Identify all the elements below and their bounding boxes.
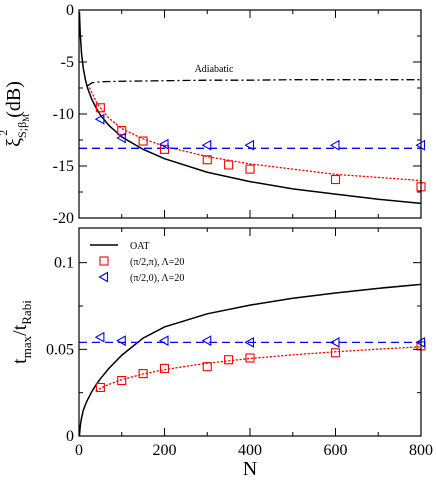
top-series-4-point bbox=[117, 126, 127, 136]
y-title-max: max bbox=[19, 335, 34, 358]
bottom-data-group bbox=[79, 283, 421, 436]
top-series-3-line bbox=[87, 79, 421, 87]
legend-2-0-20-swatch bbox=[98, 271, 109, 283]
bottom-x-tick-label: 400 bbox=[238, 442, 262, 459]
top-y-tick-label: 0 bbox=[66, 2, 74, 19]
bottom-series-3-point bbox=[117, 375, 127, 386]
top-frame bbox=[78, 9, 422, 219]
bottom-series-4-point bbox=[244, 336, 255, 348]
y-title-sub: S;β bbox=[15, 122, 29, 138]
bottom-series-3-point bbox=[330, 348, 341, 358]
top-series-5-point bbox=[94, 113, 105, 125]
top-series-4-point bbox=[224, 160, 234, 170]
top-annotation-adiabatic: Adiabatic bbox=[195, 64, 234, 75]
y-title-slash: /t bbox=[9, 324, 31, 336]
top-series-5-point bbox=[116, 132, 126, 144]
bottom-series-3-point bbox=[138, 369, 148, 379]
bottom-series-3-point bbox=[224, 355, 234, 365]
top-data-group bbox=[79, 12, 421, 205]
bottom-series-4-point bbox=[94, 331, 105, 343]
bottom-series-3-point bbox=[159, 363, 170, 373]
top-y-tick-label: -20 bbox=[53, 210, 74, 227]
y-title-unit: (dB) bbox=[3, 81, 25, 118]
top-series-4-point bbox=[245, 164, 255, 174]
bottom-series-0-line bbox=[79, 283, 421, 436]
bottom-series-3-point bbox=[95, 382, 105, 393]
top-series-1-line bbox=[89, 87, 421, 182]
bottom-series-4-point bbox=[158, 335, 169, 347]
top-series-4-point bbox=[330, 174, 341, 185]
bottom-x-tick-label: 600 bbox=[324, 442, 348, 459]
top-series-5-point bbox=[244, 139, 255, 151]
top-series-4-point bbox=[202, 155, 212, 165]
top-y-axis-title: ξS;βM 2 (dB) bbox=[0, 81, 31, 147]
bottom-series-4-point bbox=[201, 335, 212, 347]
bottom-y-tick-label: 0 bbox=[66, 428, 74, 445]
top-y-tick-label: -15 bbox=[53, 158, 74, 175]
bottom-x-tick-label: 200 bbox=[153, 442, 177, 459]
bottom-panel: 0 200 400 600 800 0 0.05 0.1 tmax/tRabi N OAT (π/2,… bbox=[9, 227, 433, 480]
bottom-y-tick-label: 0.1 bbox=[54, 255, 74, 272]
bottom-series-3-point bbox=[202, 362, 212, 372]
y-title-sup: 2 bbox=[0, 130, 10, 136]
y-title-rabi: Rabi bbox=[19, 300, 34, 325]
top-y-tick-label: -5 bbox=[61, 54, 74, 71]
legend-oat-label: OAT bbox=[130, 241, 149, 252]
bottom-x-tick-label: 800 bbox=[409, 442, 433, 459]
bottom-series-1-line bbox=[95, 346, 421, 392]
legend-2-20-swatch bbox=[99, 256, 109, 266]
legend-2-20-label: (π/2,π), Λ=20 bbox=[130, 257, 184, 268]
bottom-x-tick-label: 0 bbox=[75, 442, 83, 459]
bottom-series-4-point bbox=[116, 335, 126, 347]
y-title-xi: ξ bbox=[3, 138, 25, 147]
top-series-5-point bbox=[158, 138, 169, 150]
bottom-series-4-point bbox=[329, 336, 340, 348]
top-panel: 0 -5 -10 -15 -20 ξS;βM 2 (dB) Adiabatic bbox=[0, 2, 426, 227]
top-series-4-point bbox=[138, 136, 148, 146]
top-series-0-line bbox=[79, 12, 421, 205]
top-series-5-point bbox=[201, 139, 212, 151]
bottom-series-3-point bbox=[245, 353, 255, 363]
bottom-x-axis-title: N bbox=[243, 458, 257, 480]
top-series-5-point bbox=[329, 139, 340, 151]
top-y-tick-label: -10 bbox=[53, 106, 74, 123]
y-title-subsub: M bbox=[21, 114, 31, 122]
legend-2-0-20-label: (π/2,0), Λ=20 bbox=[130, 273, 184, 284]
y-title-t1: t bbox=[9, 358, 31, 364]
bottom-y-tick-label: 0.05 bbox=[46, 341, 74, 358]
bottom-y-axis-title: tmax/tRabi bbox=[9, 300, 34, 364]
top-series-4-point bbox=[95, 103, 105, 113]
